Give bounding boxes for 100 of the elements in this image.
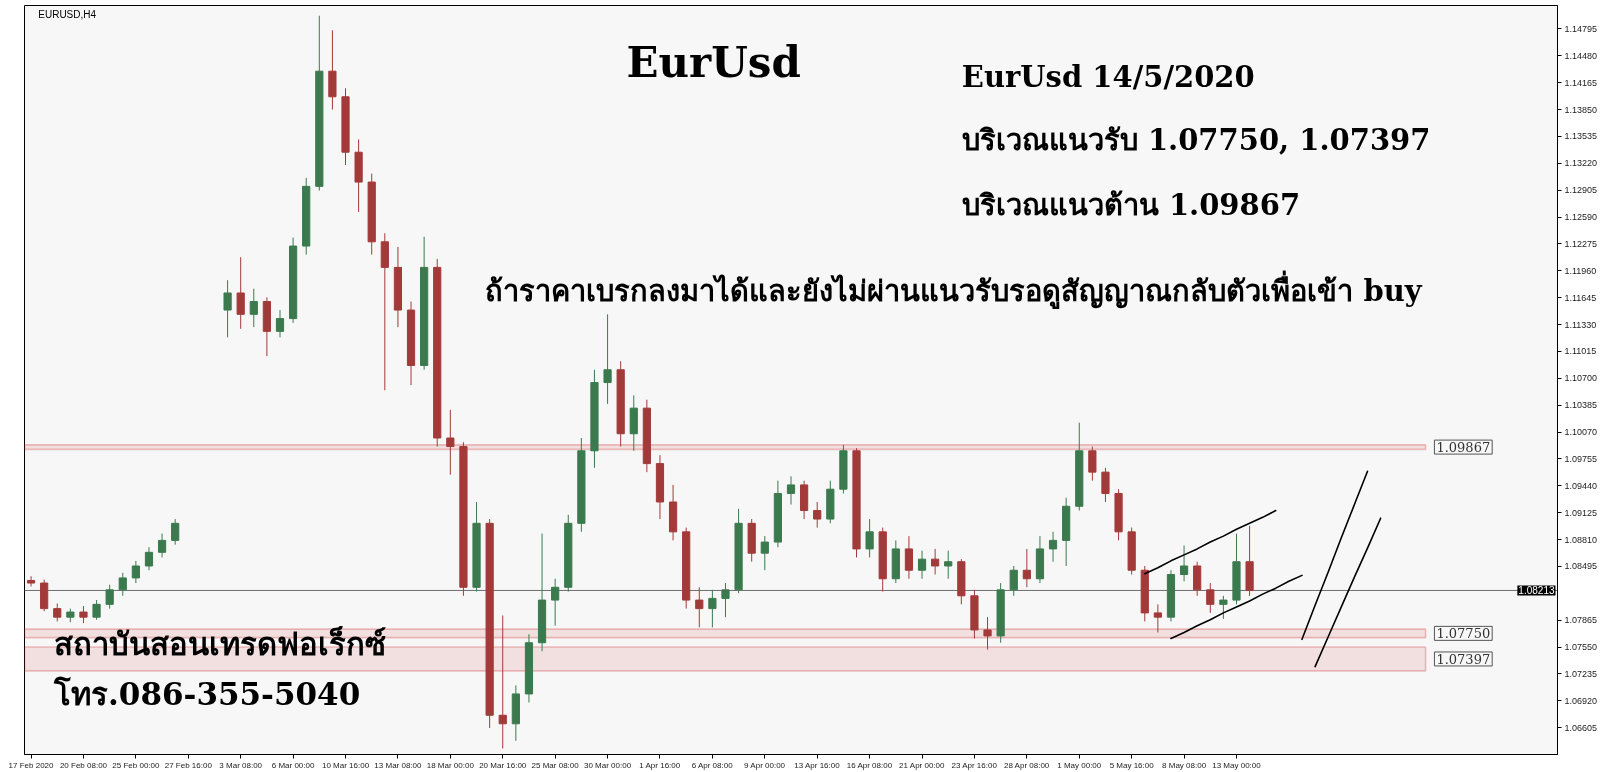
- candlestick: [1088, 446, 1097, 482]
- x-tick-label: 16 Apr 08:00: [846, 760, 893, 770]
- y-tick-label: 1.13850: [1564, 104, 1598, 115]
- band-label: 1.07397: [1436, 651, 1491, 667]
- y-tick-label: 1.11645: [1564, 292, 1597, 303]
- y-tick-label: 1.14165: [1564, 77, 1598, 88]
- y-tick-label: 1.09125: [1564, 507, 1598, 518]
- candlestick: [1048, 531, 1058, 563]
- candlestick: [1193, 561, 1202, 597]
- x-tick-label: 25 Feb 00:00: [112, 760, 160, 770]
- line-series: [1314, 517, 1382, 668]
- candlestick: [813, 501, 822, 529]
- candlestick: [1101, 467, 1110, 503]
- candlestick: [917, 550, 927, 580]
- text: EurUsd: [626, 38, 801, 88]
- y-tick-label: 1.07550: [1564, 642, 1598, 653]
- x-tick-label: 1 May 00:00: [1057, 760, 1102, 770]
- annotation: EurUsd 14/5/2020: [961, 59, 1255, 94]
- y-tick-label: 1.11330: [1564, 319, 1597, 330]
- x-tick-label: 30 Mar 00:00: [583, 760, 632, 770]
- line-series: [1143, 509, 1277, 575]
- y-tick-label: 1.06605: [1564, 722, 1598, 733]
- candlestick: [26, 575, 36, 587]
- x-tick-label: 13 May 00:00: [1212, 760, 1262, 770]
- candlestick: [223, 279, 232, 338]
- y-tick-label: 1.09755: [1564, 453, 1598, 464]
- candlestick: [249, 288, 258, 328]
- candlestick: [551, 578, 560, 627]
- annotation: โทร.086-355-5040: [53, 676, 361, 713]
- candlestick: [236, 256, 245, 330]
- y-tick-label: 1.08495: [1564, 561, 1598, 572]
- y-tick-label: 1.07235: [1564, 668, 1598, 679]
- x-tick-label: 9 Apr 00:00: [744, 760, 786, 770]
- candlestick: [144, 546, 154, 571]
- y-tick-label: 1.13535: [1564, 131, 1598, 142]
- candlestick: [1206, 582, 1215, 614]
- y-tick-label: 1.14480: [1564, 50, 1598, 61]
- candlestick: [944, 550, 953, 580]
- x-tick-label: 27 Feb 16:00: [164, 760, 213, 770]
- candlestick: [157, 533, 167, 558]
- x-tick-label: 18 Mar 00:00: [426, 760, 475, 770]
- x-tick-label: 13 Apr 16:00: [794, 760, 841, 770]
- x-tick-label: 6 Mar 00:00: [271, 760, 315, 770]
- line-series: [1301, 470, 1369, 641]
- y-tick-label: 1.11015: [1564, 346, 1597, 357]
- candlestick: [865, 518, 874, 558]
- x-tick-label: 1 Apr 16:00: [639, 760, 681, 770]
- y-tick-label: 1.10700: [1564, 373, 1598, 384]
- y-tick-label: 1.08810: [1564, 534, 1598, 545]
- candlestick: [931, 548, 940, 575]
- candlestick: [1022, 548, 1031, 588]
- candlestick: [131, 560, 140, 584]
- x-tick-label: 6 Apr 08:00: [691, 760, 734, 770]
- x-tick-label: 13 Mar 08:00: [374, 760, 423, 770]
- annotation: ถ้าราคาเบรกลงมาได้และยังไม่ผ่านแนวรับรอดูสัญญาณกลับตัวเพื่อเข้า buy: [485, 270, 1423, 310]
- y-tick-label: 1.10385: [1564, 400, 1598, 411]
- candlestick: [1009, 565, 1018, 597]
- y-tick-label: 1.09440: [1564, 480, 1598, 491]
- x-tick-label: 8 May 08:00: [1162, 760, 1207, 770]
- candlestick: [603, 313, 612, 405]
- x-tick-label: 20 Mar 16:00: [479, 760, 527, 770]
- candlestick: [275, 309, 285, 338]
- candlestick: [695, 586, 704, 628]
- x-tick-label: 21 Apr 00:00: [899, 760, 946, 770]
- band-label: 1.09867: [1436, 440, 1491, 456]
- x-tick-label: 23 Apr 16:00: [951, 760, 998, 770]
- x-tick-label: 25 Mar 08:00: [531, 760, 580, 770]
- candlestick: [171, 518, 180, 546]
- candlestick: [446, 409, 455, 476]
- candlestick: [721, 582, 730, 618]
- y-tick-label: 1.12590: [1564, 212, 1598, 223]
- candlestick: [983, 616, 992, 651]
- y-tick-label: 1.11960: [1564, 265, 1597, 276]
- x-tick-label: 5 May 16:00: [1109, 760, 1155, 770]
- candlestick: [1153, 603, 1162, 634]
- y-tick-label: 1.13220: [1564, 158, 1598, 169]
- annotation: สถาบันสอนเทรดฟอเร็กซ์: [54, 625, 387, 663]
- candlestick: [1219, 595, 1228, 620]
- line-series: [1170, 574, 1303, 640]
- annotation: EURUSD,H4: [38, 9, 97, 21]
- x-tick-label: 17 Feb 2020: [8, 760, 55, 770]
- candlestick: [760, 535, 769, 571]
- candlestick: [118, 572, 127, 597]
- candlestick: [904, 535, 914, 580]
- y-tick-label: 1.07865: [1564, 615, 1598, 626]
- candlestick: [498, 614, 507, 750]
- annotation: บริเวณแนวต้าน 1.09867: [961, 188, 1301, 223]
- y-tick-label: 1.12275: [1564, 238, 1598, 249]
- x-tick-label: 20 Feb 08:00: [59, 760, 108, 770]
- candlestick: [92, 599, 101, 621]
- candlestick: [105, 584, 114, 610]
- candlestick: [786, 475, 796, 506]
- ref-line-label: 1.08213: [1518, 585, 1555, 597]
- x-tick-label: 28 Apr 08:00: [1003, 760, 1050, 770]
- band-label: 1.07750: [1436, 626, 1491, 642]
- x-tick-label: 3 Mar 08:00: [219, 760, 263, 770]
- y-tick-label: 1.06920: [1564, 695, 1598, 706]
- x-tick-label: 10 Mar 16:00: [321, 760, 370, 770]
- candlestick: [708, 589, 717, 628]
- y-tick-label: 1.10070: [1564, 427, 1598, 438]
